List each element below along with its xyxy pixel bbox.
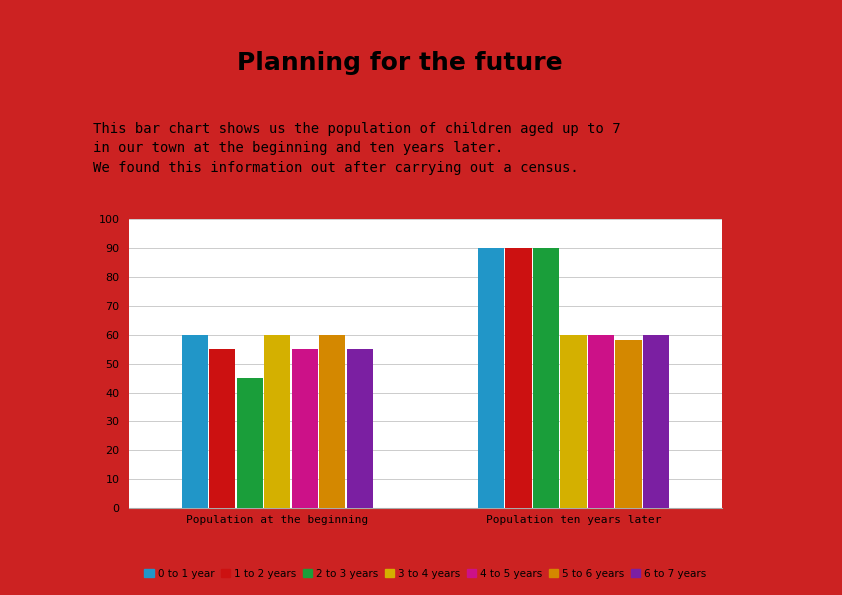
Bar: [533, 248, 559, 509]
Text: This bar chart shows us the population of children aged up to 7
in our town at t: This bar chart shows us the population o…: [93, 122, 621, 175]
Bar: [561, 334, 587, 509]
Bar: [292, 349, 318, 509]
Bar: [478, 248, 504, 509]
Legend: 0 to 1 year, 1 to 2 years, 2 to 3 years, 3 to 4 years, 4 to 5 years, 5 to 6 year: 0 to 1 year, 1 to 2 years, 2 to 3 years,…: [140, 565, 711, 583]
Bar: [616, 340, 642, 509]
Bar: [319, 334, 345, 509]
Bar: [588, 334, 614, 509]
Bar: [347, 349, 373, 509]
Bar: [182, 334, 208, 509]
Bar: [210, 349, 236, 509]
Bar: [643, 334, 669, 509]
Bar: [264, 334, 290, 509]
Text: Planning for the future: Planning for the future: [237, 51, 563, 76]
Bar: [237, 378, 263, 509]
Bar: [505, 248, 531, 509]
